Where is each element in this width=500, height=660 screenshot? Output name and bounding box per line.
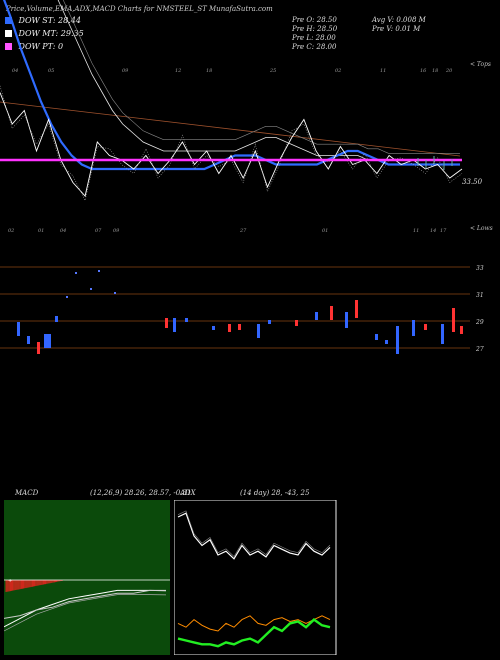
- legend-swatch-pt: [5, 43, 12, 50]
- volume-bar: [315, 312, 318, 320]
- ema-fast-line: [2, 0, 460, 171]
- adx-plus-di-line: [177, 512, 331, 560]
- reference-line: [0, 101, 461, 157]
- tops-label: < Tops: [470, 61, 491, 68]
- volume-bar: [460, 326, 463, 334]
- volume-axis-label: 31: [476, 292, 484, 299]
- volume-bar: [165, 318, 168, 328]
- bottom-date-label: 01: [38, 228, 44, 234]
- volume-chart: 33 31 29 27: [0, 265, 484, 354]
- legend-swatch-st: [5, 17, 12, 24]
- volume-dot: [114, 292, 116, 294]
- volume-axis-label: 29: [475, 319, 484, 326]
- volume-dot: [90, 288, 92, 290]
- top-date-label: 12: [175, 68, 181, 74]
- volume-bar: [37, 342, 40, 354]
- volume-bar: [385, 340, 388, 344]
- price-line: [0, 92, 463, 197]
- volume-bar: [355, 300, 358, 318]
- volume-bar: [441, 324, 444, 344]
- volume-bar: [212, 326, 215, 330]
- price-chart: < Tops < Lows 33.50 04 05 09 12 18 25 02 11 16 18…: [0, 0, 493, 234]
- ema-mid-line: [62, 0, 460, 154]
- top-date-label: 20: [445, 68, 453, 74]
- ohlc-close: Pre C: 28.00: [292, 43, 337, 51]
- top-date-label: 18: [432, 68, 438, 74]
- lows-label: < Lows: [470, 225, 493, 232]
- legend-dow-mt: DOW MT: 29.35: [5, 29, 84, 38]
- legend-label-pt: DOW PT: 0: [18, 42, 64, 51]
- bottom-date-label: 17: [440, 228, 447, 234]
- adx-minus-di-line: [177, 615, 331, 632]
- ohlc-high: Pre H: 28.50: [292, 25, 338, 33]
- ohlc-open: Pre O: 28.50: [292, 16, 337, 24]
- top-date-label: 25: [269, 68, 276, 74]
- volume-bar: [173, 318, 176, 332]
- adx-label: ADX: [180, 489, 196, 497]
- volume-bar: [345, 312, 348, 328]
- macd-chart: +: [4, 500, 170, 655]
- adx-line: [177, 618, 331, 648]
- volume-bar: [412, 320, 415, 336]
- volume-bar: [228, 324, 231, 332]
- adx-background: [174, 500, 337, 655]
- bottom-date-label: 04: [60, 228, 66, 234]
- legend-swatch-mt: [5, 30, 12, 37]
- macd-signal-line: [4, 589, 166, 619]
- volume-bar: [424, 324, 427, 330]
- volume-bar: [257, 324, 260, 338]
- top-date-label: 04: [12, 68, 18, 74]
- volume-bar: [44, 334, 51, 348]
- macd-aux-line: [4, 594, 167, 632]
- volume-bar: [330, 306, 333, 320]
- volume-bar: [185, 318, 188, 322]
- volume-axis-label: 27: [475, 346, 484, 353]
- volume-bar: [396, 326, 399, 354]
- bottom-date-label: 02: [8, 228, 14, 234]
- adx-params: (14 day) 28, -43, 25: [240, 489, 310, 497]
- volume-dot: [75, 272, 77, 274]
- legend-dow-st: DOW ST: 28.44: [5, 16, 81, 25]
- adx-plus-di-shadow: [177, 510, 331, 557]
- volume-bar: [238, 324, 241, 330]
- macd-label: MACD: [15, 489, 39, 497]
- top-date-label: 18: [206, 68, 212, 74]
- bottom-date-label: 09: [113, 228, 120, 234]
- adx-chart: [174, 500, 337, 655]
- top-date-label: 11: [380, 68, 386, 74]
- macd-line: [4, 589, 167, 628]
- top-date-label: 02: [335, 68, 341, 74]
- volume-bar: [295, 320, 298, 326]
- legend-dow-pt: DOW PT: 0: [5, 42, 63, 51]
- ohlc-low: Pre L: 28.00: [292, 34, 336, 42]
- bottom-date-label: 27: [239, 228, 247, 234]
- macd-marker: +: [8, 578, 12, 584]
- legend-label-mt: DOW MT: 29.35: [18, 29, 84, 38]
- legend-label-st: DOW ST: 28.44: [18, 16, 81, 25]
- volume-axis-label: 33: [476, 265, 484, 272]
- volume-bar: [55, 316, 58, 322]
- avg-volume: Avg V: 0.008 M: [372, 16, 426, 24]
- price-dotted-line: [0, 85, 463, 202]
- volume-dot: [66, 296, 68, 298]
- macd-params: (12,26,9) 28.26, 28.57, -0.31: [90, 489, 192, 497]
- volume-bar: [268, 320, 271, 324]
- volume-bar: [27, 336, 30, 344]
- last-price-label: 33.50: [462, 178, 483, 186]
- top-date-label: 05: [48, 68, 54, 74]
- macd-background: [4, 500, 170, 655]
- volume-bar: [375, 334, 378, 340]
- volume-bar: [452, 308, 455, 332]
- top-date-label: 16: [420, 68, 427, 74]
- volume-bar: [17, 322, 20, 336]
- bottom-date-label: 11: [413, 228, 419, 234]
- volume-dot: [98, 270, 100, 272]
- bottom-date-label: 07: [95, 228, 102, 234]
- bottom-date-label: 01: [322, 228, 328, 234]
- top-date-label: 09: [122, 68, 129, 74]
- chart-title: Price,Volume,EMA,ADX,MACD Charts for NMS…: [6, 5, 273, 13]
- prev-volume: Pre V: 0.01 M: [372, 25, 421, 33]
- bottom-date-label: 14: [430, 228, 436, 234]
